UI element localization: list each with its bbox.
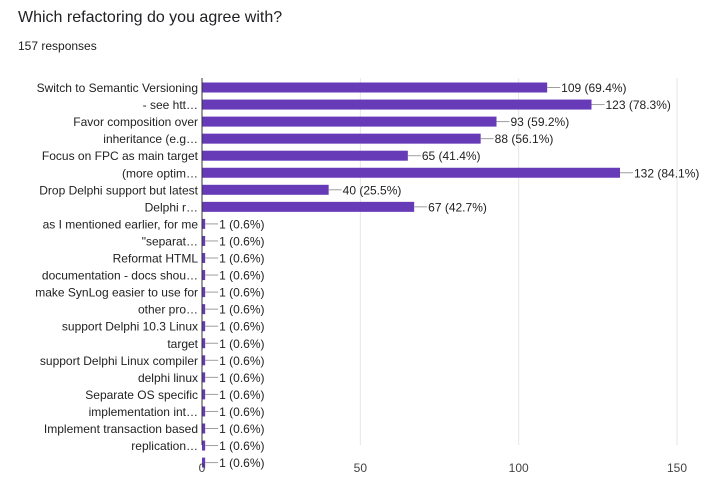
category-label: target — [167, 337, 198, 351]
data-label: 1 (0.6%) — [219, 320, 264, 334]
data-label: 1 (0.6%) — [219, 354, 264, 368]
data-label: 1 (0.6%) — [219, 456, 264, 470]
data-label: 65 (41.4%) — [422, 149, 481, 163]
category-label: Reformat HTML — [113, 252, 199, 266]
bar — [202, 304, 206, 315]
bar — [202, 372, 206, 383]
bar-chart: 109 (69.4%) 123 (78.3%) 93 (59.2%) 88 (56.1… — [35, 78, 699, 475]
bar — [202, 167, 620, 178]
bar — [202, 355, 206, 366]
category-label: implementation int… — [89, 405, 198, 419]
bar — [202, 270, 206, 281]
category-label: Delphi r… — [145, 200, 198, 214]
category-label: Favor composition over — [73, 115, 198, 129]
data-label: 132 (84.1%) — [634, 166, 699, 180]
category-label: Switch to Semantic Versioning — [37, 81, 198, 95]
category-label: other pro… — [138, 303, 198, 317]
bar — [202, 184, 329, 195]
data-label: 1 (0.6%) — [219, 405, 264, 419]
data-label: 1 (0.6%) — [219, 388, 264, 402]
bar — [202, 133, 481, 144]
category-label: "separat… — [142, 234, 198, 248]
bar — [202, 321, 206, 332]
x-tick-label: 150 — [667, 461, 687, 475]
data-label: 1 (0.6%) — [219, 371, 264, 385]
bar — [202, 406, 206, 417]
data-label: 93 (59.2%) — [511, 115, 570, 129]
data-label: 40 (25.5%) — [343, 183, 402, 197]
category-label: replication… — [131, 439, 198, 453]
data-label: 1 (0.6%) — [219, 234, 264, 248]
bar — [202, 218, 206, 229]
category-label: make SynLog easier to use for — [35, 286, 198, 300]
category-label: - see htt… — [143, 98, 198, 112]
chart-area: 109 (69.4%) 123 (78.3%) 93 (59.2%) 88 (56.1… — [0, 72, 705, 492]
category-label: as I mentioned earlier, for me — [43, 217, 199, 231]
category-label: (more optim… — [122, 166, 198, 180]
bar — [202, 150, 408, 161]
bar — [202, 457, 206, 468]
category-label: Separate OS specific — [85, 388, 198, 402]
x-tick-label: 0 — [199, 461, 206, 475]
bar — [202, 287, 206, 298]
data-label: 109 (69.4%) — [561, 81, 626, 95]
category-label: Drop Delphi support but latest — [39, 183, 198, 197]
data-label: 1 (0.6%) — [219, 286, 264, 300]
response-count: 157 responses — [18, 39, 97, 53]
x-tick-label: 100 — [509, 461, 529, 475]
category-label: documentation - docs shou… — [42, 269, 198, 283]
bar — [202, 253, 206, 263]
data-label: 1 (0.6%) — [219, 439, 264, 453]
category-label: delphi linux — [138, 371, 198, 385]
bar — [202, 235, 206, 246]
data-label: 1 (0.6%) — [219, 252, 264, 266]
bar — [202, 116, 497, 127]
data-label: 88 (56.1%) — [495, 132, 554, 146]
data-label: 1 (0.6%) — [219, 422, 264, 436]
category-label: inheritance (e.g… — [103, 132, 198, 146]
category-label: support Delphi 10.3 Linux — [62, 320, 198, 334]
data-label: 123 (78.3%) — [606, 98, 671, 112]
bar — [202, 389, 206, 400]
data-label: 1 (0.6%) — [219, 217, 264, 231]
bar — [202, 201, 415, 212]
bar — [202, 99, 592, 110]
x-tick-label: 50 — [354, 461, 368, 475]
bar — [202, 440, 206, 451]
bar — [202, 338, 206, 349]
data-label: 1 (0.6%) — [219, 303, 264, 317]
category-label: Focus on FPC as main target — [42, 149, 199, 163]
bar — [202, 82, 548, 93]
category-label: Implement transaction based — [44, 422, 198, 436]
bar — [202, 423, 206, 434]
data-label: 1 (0.6%) — [219, 337, 264, 351]
data-label: 1 (0.6%) — [219, 269, 264, 283]
data-label: 67 (42.7%) — [428, 200, 487, 214]
question-title: Which refactoring do you agree with? — [18, 9, 283, 26]
category-label: support Delphi Linux compiler — [40, 354, 198, 368]
